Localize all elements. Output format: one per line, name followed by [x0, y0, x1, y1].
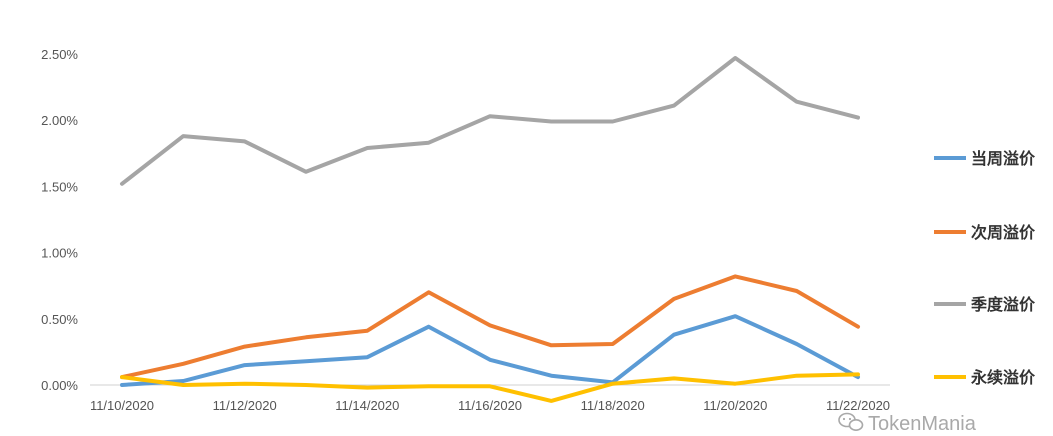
legend-item: 季度溢价	[934, 295, 1036, 314]
y-tick-label: 1.50%	[41, 179, 78, 194]
series-line	[120, 56, 860, 186]
legend-label: 季度溢价	[970, 295, 1036, 314]
legend-item: 永续溢价	[934, 368, 1036, 387]
watermark: TokenMania	[838, 412, 977, 435]
x-tick-label: 11/14/2020	[335, 398, 399, 413]
x-tick-label: 11/10/2020	[90, 398, 154, 413]
legend-label: 永续溢价	[970, 368, 1036, 387]
series-line	[120, 314, 860, 387]
y-tick-label: 2.00%	[41, 113, 78, 128]
y-tick-label: 2.50%	[41, 47, 78, 62]
x-tick-label: 11/20/2020	[703, 398, 767, 413]
x-tick-label: 11/16/2020	[458, 398, 522, 413]
series-line	[120, 274, 860, 380]
x-axis: 11/10/2020 11/12/2020 11/14/2020 11/16/2020…	[90, 398, 890, 413]
watermark-text: TokenMania	[868, 413, 977, 435]
legend-item: 次周溢价	[934, 223, 1036, 242]
x-tick-label: 11/12/2020	[213, 398, 277, 413]
y-tick-label: 0.00%	[41, 378, 78, 393]
x-tick-label: 11/22/2020	[826, 398, 890, 413]
series-lines	[120, 56, 860, 403]
x-tick-label: 11/18/2020	[581, 398, 645, 413]
legend-label: 当周溢价	[971, 149, 1036, 168]
y-tick-label: 0.50%	[41, 312, 78, 327]
y-tick-label: 1.00%	[41, 246, 78, 261]
series-line	[120, 372, 860, 403]
legend-label: 次周溢价	[971, 223, 1036, 242]
legend-item: 当周溢价	[934, 149, 1036, 168]
wechat-icon	[838, 412, 864, 431]
y-axis: 0.00% 0.50% 1.00% 1.50% 2.00% 2.50%	[41, 47, 78, 393]
